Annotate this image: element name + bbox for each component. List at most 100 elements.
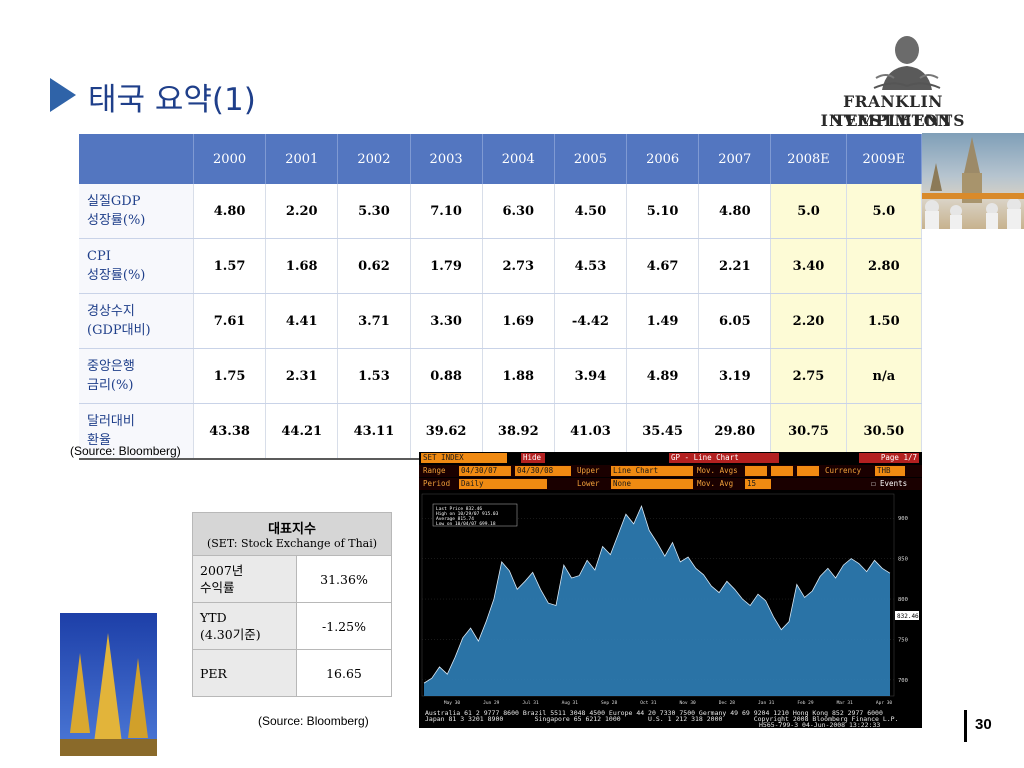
index-table-subtitle: (SET: Stock Exchange of Thai): [206, 537, 378, 550]
table-cell-estimate: 5.0: [770, 184, 847, 239]
table-cell-estimate: 2.80: [846, 238, 923, 294]
table-cell: -1.25%: [296, 602, 392, 650]
table-cell: 5.30: [337, 184, 411, 239]
y-tick-label: 700: [898, 678, 908, 684]
set-index-line-chart: 900 850 800 750 700 May 30 Jun 29 Jul 31 Aug 31…: [421, 493, 919, 706]
x-tick-label: Jun 29: [483, 700, 500, 706]
table-cell: 4.50: [554, 184, 628, 239]
page-title: 태국 요약(1): [88, 82, 256, 118]
table-row: CPI 성장률(%) 1.57 1.68 0.62 1.79 2.73 4.53 …: [79, 238, 923, 294]
upper-label: Upper: [577, 466, 600, 475]
table-cell: 1.69: [482, 293, 555, 349]
title-arrow-icon: [50, 78, 76, 112]
x-tick-label: Mar 31: [837, 700, 854, 706]
table-cell: 43.38: [193, 403, 267, 460]
y-tick-label: 900: [898, 516, 908, 522]
mov-avgs-field-3[interactable]: [797, 466, 819, 476]
table-cell: 0.88: [410, 348, 483, 404]
table-cell: 38.92: [482, 403, 555, 460]
table-cell: 4.89: [626, 348, 700, 404]
table-cell: 4.80: [698, 184, 772, 239]
series-line: [423, 504, 891, 684]
column-header: 2007: [698, 134, 772, 184]
lower-select[interactable]: None: [611, 479, 693, 489]
table-cell: 3.30: [410, 293, 483, 349]
table-cell: 1.53: [337, 348, 411, 404]
row-label: 경상수지 (GDP대비): [79, 293, 194, 349]
column-header: 2006: [626, 134, 700, 184]
x-tick-label: Feb 29: [797, 700, 814, 706]
row-label: CPI 성장률(%): [79, 238, 194, 294]
row-label: 2007년 수익률: [192, 555, 297, 603]
last-value-tag: [895, 611, 919, 620]
column-header: 2009E: [846, 134, 923, 184]
x-tick-label: Sep 28: [601, 700, 618, 706]
mov-avg-field[interactable]: 15: [745, 479, 771, 489]
table-cell: 31.36%: [296, 555, 392, 603]
mov-avgs-field-1[interactable]: [745, 466, 767, 476]
thai-temple-photo: [60, 613, 157, 756]
table-cell: 7.10: [410, 184, 483, 239]
bloomberg-title-bar: SET INDEX Hide GP - Line Chart Page 1/7: [419, 452, 922, 464]
table-cell: 4.67: [626, 238, 700, 294]
thai-temple-monks-photo: [922, 133, 1024, 229]
table-cell: 1.75: [193, 348, 267, 404]
bloomberg-footer-line2: Japan 81 3 3201 8900 Singapore 65 6212 1…: [425, 715, 899, 723]
range-to-field[interactable]: 04/30/08: [515, 466, 571, 476]
table-row: PER 16.65: [192, 649, 392, 697]
index-table-header-cell: 대표지수 (SET: Stock Exchange of Thai): [192, 512, 392, 556]
ticker-field[interactable]: SET INDEX: [421, 453, 507, 463]
column-header: 2003: [410, 134, 483, 184]
table-cell: 4.80: [193, 184, 267, 239]
mov-avgs-field-2[interactable]: [771, 466, 793, 476]
bloomberg-footer-line3: H565-799-3 04-Jun-2008 13:22:33: [759, 721, 881, 729]
legend-average: Average 815.74: [436, 516, 474, 522]
hide-button[interactable]: Hide: [521, 453, 545, 463]
column-header: 2004: [482, 134, 555, 184]
economic-summary-table: 2000 2001 2002 2003 2004 2005 2006 2007 …: [79, 134, 923, 460]
currency-field[interactable]: THB: [875, 466, 905, 476]
table-cell-estimate: 30.50: [846, 403, 923, 460]
column-header: 2005: [554, 134, 628, 184]
x-axis-ticks: May 30 Jun 29 Jul 31 Aug 31 Sep 28 Oct 31 Nov …: [444, 700, 893, 706]
y-tick-label: 850: [898, 557, 908, 563]
row-label: 달러대비 환율: [79, 403, 194, 460]
range-from-field[interactable]: 04/30/07: [459, 466, 511, 476]
table-cell: 41.03: [554, 403, 628, 460]
y-tick-label: 800: [898, 597, 908, 603]
table-cell: 3.71: [337, 293, 411, 349]
row-label: 중앙은행 금리(%): [79, 348, 194, 404]
page-number-divider: [964, 710, 967, 742]
table-cell: 3.19: [698, 348, 772, 404]
table-cell: 1.79: [410, 238, 483, 294]
table-row: 실질GDP 성장률(%) 4.80 2.20 5.30 7.10 6.30 4.5…: [79, 184, 923, 239]
row-label: PER: [192, 649, 297, 697]
events-checkbox[interactable]: ☐ Events: [871, 479, 908, 488]
table-cell: 1.88: [482, 348, 555, 404]
table-cell: -4.42: [554, 293, 628, 349]
table-cell: 39.62: [410, 403, 483, 460]
table-cell: 1.68: [265, 238, 339, 294]
table-cell: 3.94: [554, 348, 628, 404]
table-cell: 1.49: [626, 293, 700, 349]
last-value-label: 832.46: [897, 613, 919, 620]
table-cell: 6.30: [482, 184, 555, 239]
upper-select[interactable]: Line Chart: [611, 466, 693, 476]
period-select[interactable]: Daily: [459, 479, 547, 489]
x-tick-label: Jan 31: [758, 700, 775, 706]
table-cell: 2.31: [265, 348, 339, 404]
table-cell: 5.10: [626, 184, 700, 239]
table-cell-estimate: n/a: [846, 348, 923, 404]
legend-last-price: Last Price 832.46: [436, 506, 482, 512]
table-row: 2007년 수익률 31.36%: [192, 555, 392, 603]
mov-avg-label: Mov. Avg: [697, 479, 734, 488]
table-cell: 0.62: [337, 238, 411, 294]
chart-type-label: GP - Line Chart: [669, 453, 779, 463]
franklin-portrait-logo: [873, 36, 941, 90]
period-label: Period: [423, 479, 451, 488]
column-header: 2008E: [770, 134, 847, 184]
table-cell-estimate: 1.50: [846, 293, 923, 349]
table-row: 중앙은행 금리(%) 1.75 2.31 1.53 0.88 1.88 3.94 …: [79, 348, 923, 404]
column-header: 2002: [337, 134, 411, 184]
table-cell: 16.65: [296, 649, 392, 697]
